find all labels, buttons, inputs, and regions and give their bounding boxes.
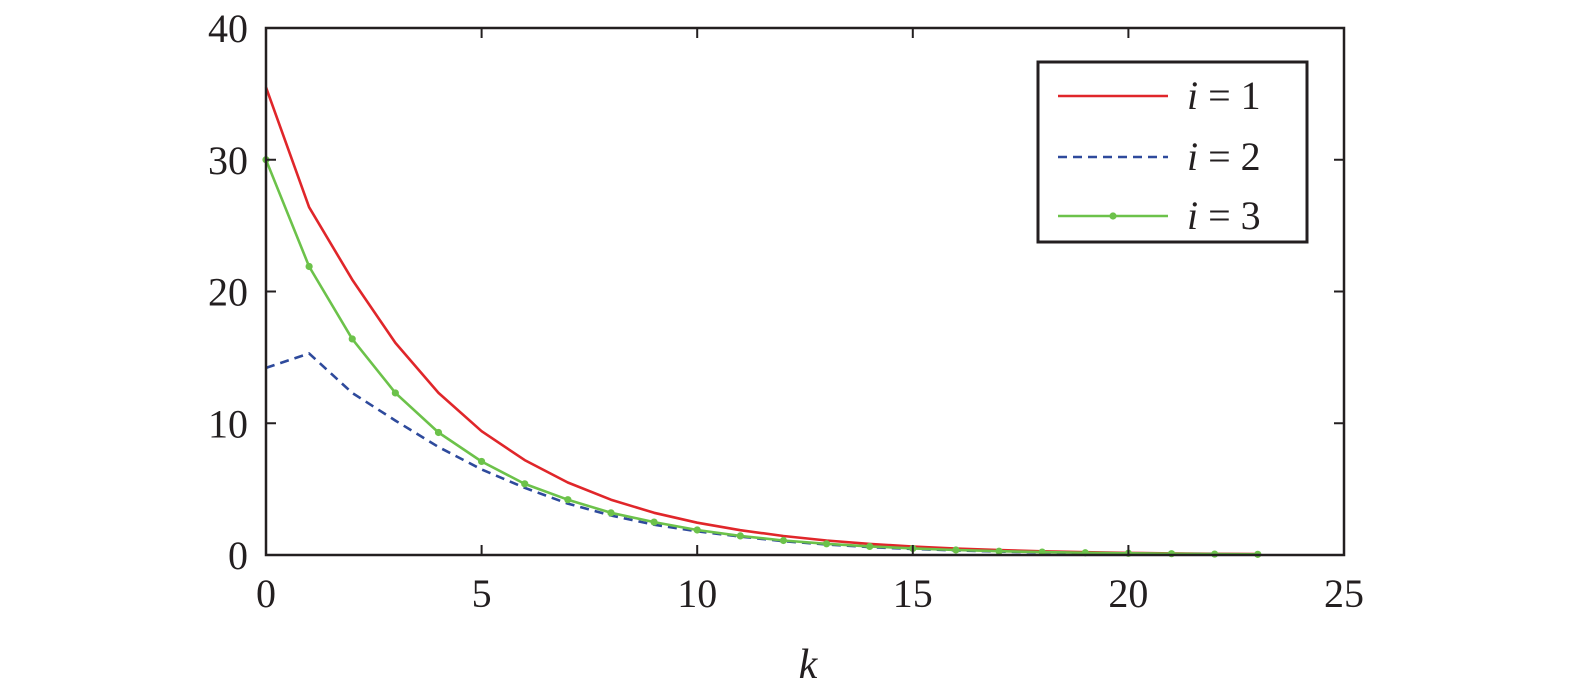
legend-marker [1109, 212, 1117, 220]
series-3-point [521, 480, 529, 488]
legend-label-1: i = 1 [1187, 73, 1261, 118]
series-3-point [607, 509, 615, 517]
legend-value: = 2 [1198, 134, 1261, 179]
legend-value: = 3 [1198, 193, 1261, 238]
legend-var: i [1187, 193, 1198, 238]
series-line-3 [264, 159, 1258, 556]
x-tick-label: 20 [1108, 571, 1148, 616]
legend-var: i [1187, 73, 1198, 118]
x-tick-label: 10 [677, 571, 717, 616]
series-3-point [866, 542, 874, 551]
series-3-point [391, 389, 399, 397]
series-3-point [693, 526, 701, 534]
y-tick-label: 40 [208, 6, 248, 51]
y-tick-label: 20 [208, 270, 248, 315]
legend: i = 1i = 2i = 3 [1036, 60, 1309, 244]
series-3-point [564, 496, 572, 504]
x-tick-label: 5 [472, 571, 492, 616]
series-3-point [348, 335, 356, 343]
series-3-point [650, 518, 658, 526]
legend-var: i [1187, 134, 1198, 179]
series-3-point [822, 540, 831, 548]
legend-value: = 1 [1198, 73, 1261, 118]
axis-ticks: 0 5 10 15 20 25 0 10 20 30 40 [208, 6, 1364, 616]
series-3-point [305, 262, 313, 271]
y-tick-label: 0 [228, 533, 248, 578]
x-tick-label: 0 [256, 571, 276, 616]
y-tick-label: 30 [208, 138, 248, 183]
series-3-point [995, 547, 1003, 555]
x-axis-title: k [799, 642, 819, 688]
legend-label-2: i = 2 [1187, 134, 1261, 179]
series-lines [262, 86, 1262, 558]
x-tick-label: 25 [1324, 571, 1364, 616]
legend-frame [1036, 60, 1309, 244]
series-3-point [736, 532, 744, 540]
series-3-point [478, 457, 486, 466]
series-line-2 [265, 352, 1258, 556]
series-3-point [952, 546, 960, 554]
y-tick-label: 10 [208, 401, 248, 446]
legend-label-3: i = 3 [1187, 193, 1261, 238]
series-3-point [434, 428, 443, 437]
series-3-point [779, 536, 788, 545]
x-tick-label: 15 [893, 571, 933, 616]
